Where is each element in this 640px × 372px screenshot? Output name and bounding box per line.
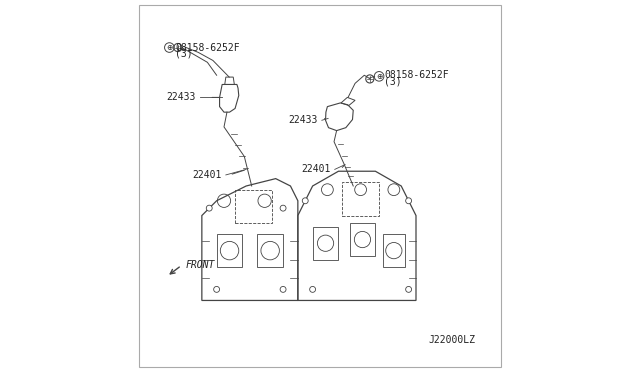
Bar: [312, 227, 339, 260]
Bar: [235, 190, 272, 223]
Text: 08158-6252F: 08158-6252F: [384, 70, 449, 80]
Bar: [342, 182, 379, 215]
Circle shape: [280, 286, 286, 292]
Bar: [383, 234, 405, 267]
Text: 08158-6252F: 08158-6252F: [175, 42, 239, 52]
Circle shape: [406, 198, 412, 204]
Text: FRONT: FRONT: [185, 260, 214, 270]
Circle shape: [214, 286, 220, 292]
Text: 22433: 22433: [289, 115, 318, 125]
Text: ⊕: ⊕: [376, 72, 382, 81]
Text: (3): (3): [175, 49, 193, 59]
Text: (3): (3): [384, 77, 401, 87]
Text: 22401: 22401: [193, 170, 222, 180]
Circle shape: [406, 286, 412, 292]
Bar: [257, 234, 283, 267]
Bar: [216, 234, 243, 267]
Text: 22401: 22401: [301, 164, 330, 174]
Circle shape: [206, 205, 212, 211]
Circle shape: [310, 286, 316, 292]
Circle shape: [302, 198, 308, 204]
Bar: [349, 223, 376, 256]
Text: 22433: 22433: [166, 92, 196, 102]
Text: ⊕: ⊕: [166, 43, 173, 52]
Circle shape: [280, 205, 286, 211]
Text: J22000LZ: J22000LZ: [428, 335, 475, 345]
